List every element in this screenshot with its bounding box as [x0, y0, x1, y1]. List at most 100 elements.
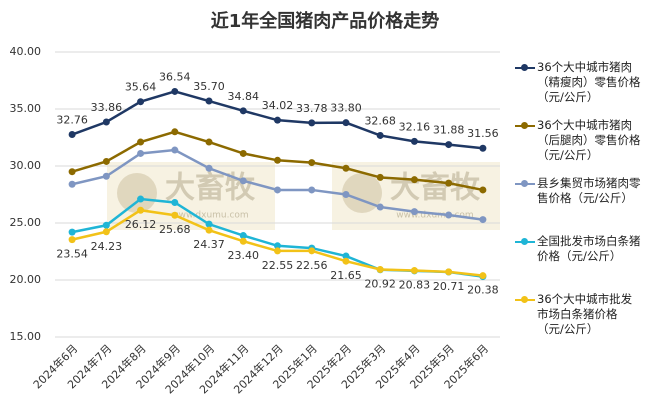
- data-point: [274, 156, 281, 164]
- data-point: [410, 208, 418, 216]
- data-point: [376, 173, 384, 181]
- data-point: [171, 198, 179, 206]
- y-tick-label: 35.00: [10, 102, 42, 115]
- data-point: [479, 186, 487, 194]
- data-point: [137, 149, 145, 157]
- data-point: [479, 272, 487, 280]
- legend-marker: [521, 64, 528, 71]
- data-point: [410, 137, 418, 145]
- data-point: [102, 118, 110, 126]
- data-label: 33.78: [296, 102, 328, 115]
- data-label: 32.16: [399, 120, 431, 133]
- data-label: 35.70: [193, 80, 225, 93]
- data-point: [410, 176, 418, 184]
- legend-label: 36个大中城市猪肉（精瘦肉）零售价格（元/公斤）: [537, 60, 641, 104]
- legend-marker: [521, 296, 528, 303]
- data-point: [274, 247, 281, 255]
- data-point: [376, 131, 384, 139]
- data-point: [342, 191, 350, 198]
- data-point: [239, 237, 247, 245]
- data-point: [239, 232, 247, 240]
- y-tick-label: 40.00: [10, 45, 42, 58]
- legend-marker: [521, 238, 528, 245]
- data-point: [137, 98, 145, 106]
- data-label: 23.40: [228, 249, 260, 262]
- data-point: [171, 146, 179, 154]
- watermark-logo: [117, 173, 157, 213]
- data-label: 20.83: [399, 279, 431, 292]
- data-label: 31.88: [433, 124, 465, 137]
- legend-label: 全国批发市场白条猪价格（元/公斤）: [537, 234, 641, 263]
- data-point: [102, 228, 110, 236]
- data-point: [171, 87, 179, 95]
- data-point: [68, 168, 76, 176]
- legend-item: 36个大中城市猪肉（后腿肉）零售价格（元/公斤）: [515, 118, 643, 164]
- data-label: 32.68: [364, 114, 396, 127]
- data-point: [68, 131, 76, 139]
- data-label: 24.37: [193, 238, 225, 251]
- watermark: 大畜牧: [165, 171, 256, 206]
- data-point: [102, 221, 110, 229]
- data-label: 34.02: [262, 99, 294, 112]
- data-point: [445, 211, 453, 219]
- legend-label: 县乡集贸市场猪肉零售价格（元/公斤）: [537, 176, 641, 205]
- legend-marker: [521, 122, 528, 129]
- data-point: [342, 119, 350, 127]
- data-point: [171, 211, 179, 219]
- data-point: [479, 144, 487, 152]
- data-label: 21.65: [330, 269, 362, 282]
- data-point: [205, 226, 213, 234]
- data-point: [205, 220, 213, 228]
- y-tick-label: 30.00: [10, 159, 42, 172]
- legend-item: 县乡集贸市场猪肉零售价格（元/公斤）: [515, 176, 643, 222]
- data-label: 20.38: [467, 284, 499, 297]
- legend-item: 36个大中城市猪肉（精瘦肉）零售价格（元/公斤）: [515, 60, 643, 106]
- data-point: [479, 216, 487, 224]
- data-point: [308, 247, 316, 255]
- data-label: 36.54: [159, 70, 191, 83]
- data-label: 31.56: [467, 127, 499, 140]
- data-point: [68, 180, 76, 188]
- watermark: 大畜牧: [390, 171, 481, 206]
- data-point: [171, 128, 179, 136]
- y-tick-label: 20.00: [10, 273, 42, 286]
- data-point: [102, 172, 110, 180]
- data-label: 26.12: [125, 218, 157, 231]
- data-point: [308, 186, 316, 194]
- data-label: 22.56: [296, 259, 328, 272]
- data-point: [239, 107, 247, 115]
- legend: 36个大中城市猪肉（精瘦肉）零售价格（元/公斤） 36个大中城市猪肉（后腿肉）零售…: [515, 60, 643, 350]
- legend-label: 36个大中城市批发市场白条猪价格（元/公斤）: [537, 292, 633, 336]
- data-label: 35.64: [125, 81, 157, 94]
- y-tick-label: 15.00: [10, 330, 42, 343]
- legend-item: 全国批发市场白条猪价格（元/公斤）: [515, 234, 643, 280]
- data-label: 20.92: [364, 278, 396, 291]
- data-point: [308, 159, 316, 167]
- data-label: 23.54: [56, 248, 88, 261]
- data-point: [205, 97, 213, 105]
- data-point: [137, 206, 145, 214]
- data-point: [239, 149, 247, 157]
- data-point: [239, 177, 247, 185]
- legend-marker: [521, 180, 528, 187]
- data-label: 22.55: [262, 259, 294, 272]
- watermark-url: www.dxumu.com: [171, 211, 248, 221]
- data-label: 24.23: [91, 240, 123, 253]
- data-point: [102, 157, 110, 165]
- chart-title: 近1年全国猪肉产品价格走势: [211, 10, 440, 32]
- legend-item: 36个大中城市批发市场白条猪价格（元/公斤）: [515, 292, 643, 338]
- data-point: [342, 257, 350, 265]
- data-point: [445, 179, 453, 187]
- data-point: [68, 236, 76, 244]
- legend-label: 36个大中城市猪肉（后腿肉）零售价格（元/公斤）: [537, 118, 641, 162]
- data-point: [205, 138, 213, 146]
- data-point: [445, 141, 453, 149]
- data-point: [205, 164, 213, 172]
- data-label: 25.68: [159, 223, 191, 236]
- data-point: [376, 266, 384, 274]
- data-label: 33.86: [91, 101, 123, 114]
- data-point: [274, 116, 281, 124]
- data-label: 33.80: [330, 102, 362, 115]
